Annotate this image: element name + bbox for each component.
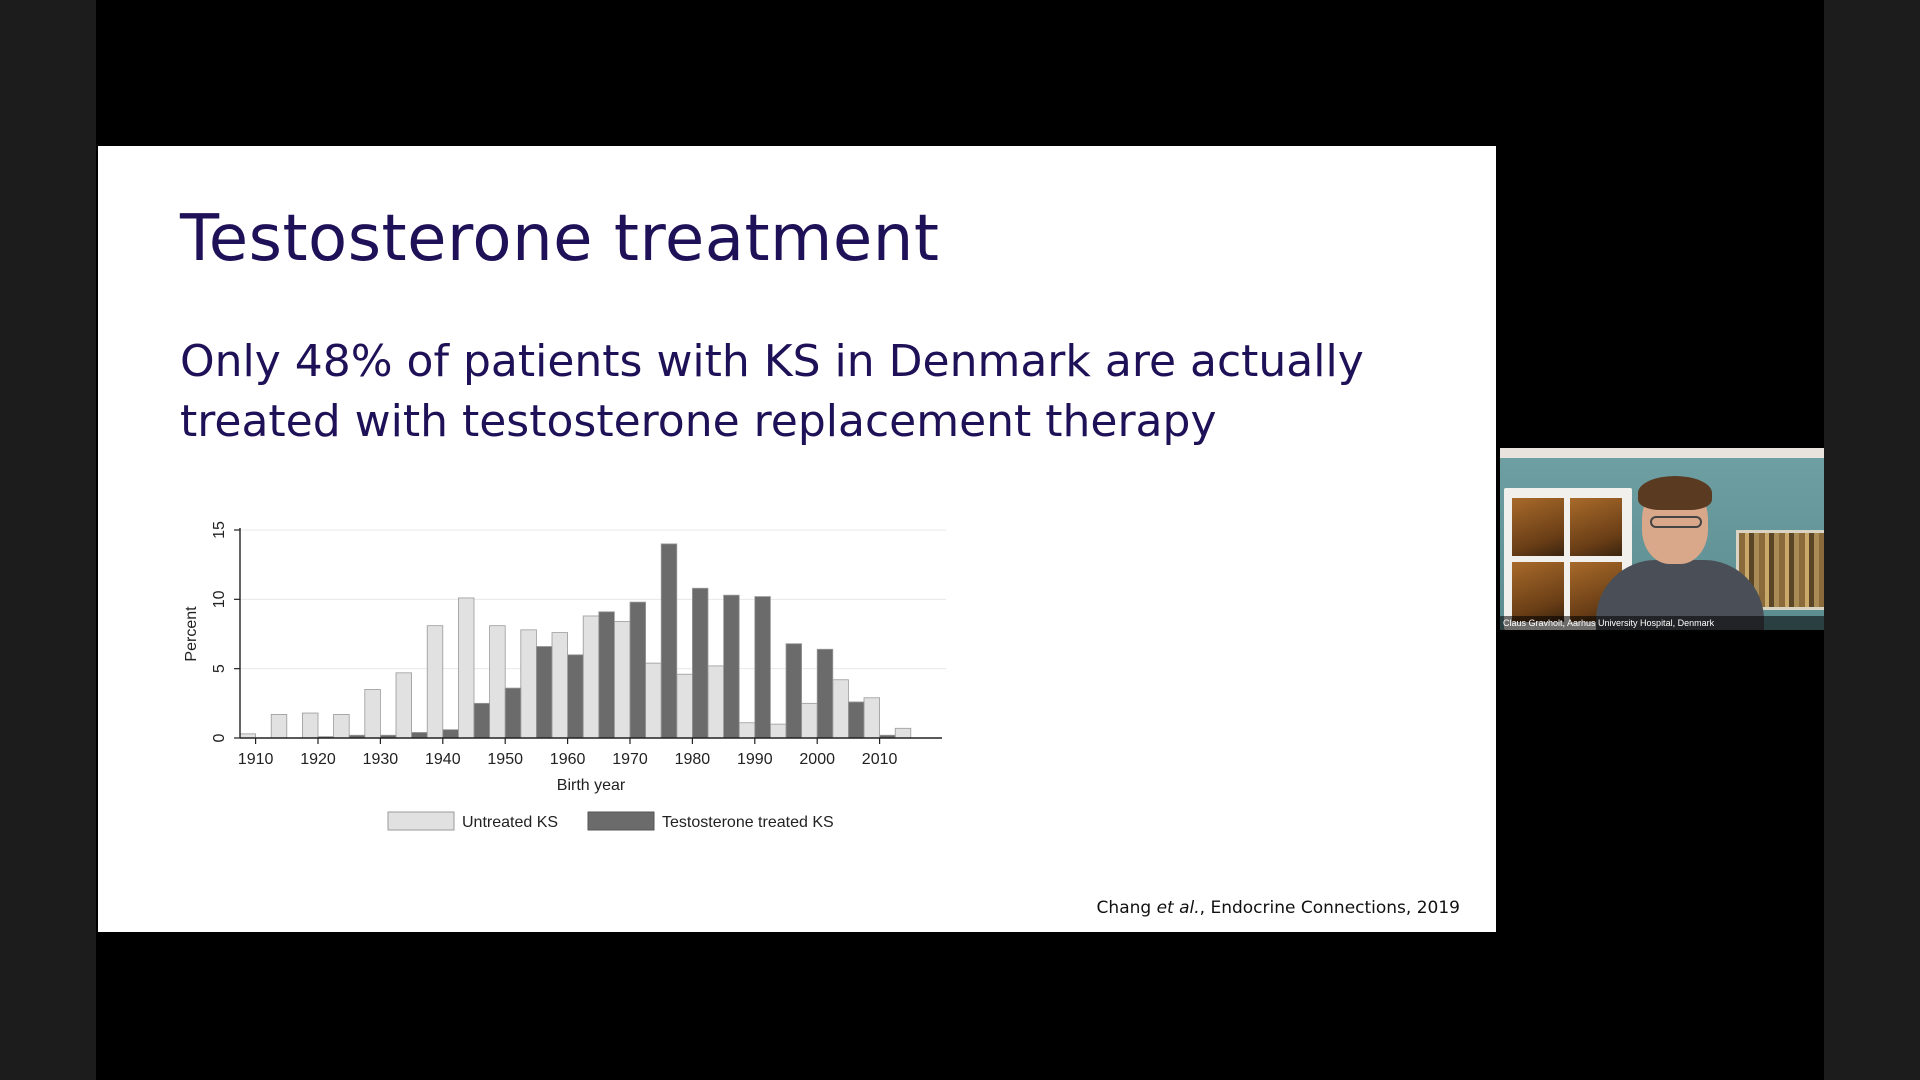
bar-untreated-1995 [770, 723, 787, 739]
bar-untreated-1920 [301, 712, 319, 739]
bar-untreated-1960 [551, 632, 569, 739]
x-axis-label: Birth year [557, 777, 626, 794]
legend-label-treated: Testosterone treated KS [662, 814, 834, 831]
participant-hair [1638, 476, 1712, 510]
birth-year-bar-chart: Percent Birth year 0 5 10 15 1910 1920 1930 194… [183, 521, 946, 831]
y-tick-label-5: 5 [211, 664, 228, 673]
bar-treated-1965 [598, 611, 615, 739]
x-tick-label-1990: 1990 [737, 751, 773, 768]
axes: 0 5 10 15 1910 1920 1930 1940 1950 1960 1970 1980 19… [211, 521, 942, 768]
bar-untreated-2010 [863, 697, 881, 739]
bar-untreated-1965 [582, 615, 600, 739]
bar-treated-2005 [848, 701, 865, 739]
x-tick-label-2010: 2010 [862, 751, 898, 768]
x-tick-label-1910: 1910 [238, 751, 274, 768]
x-tick-label-1930: 1930 [363, 751, 399, 768]
y-tick-label-15: 15 [211, 521, 228, 539]
slide-subtitle: Only 48% of patients with KS in Denmark … [180, 336, 1364, 447]
bar-treated-1945 [473, 702, 491, 739]
x-tick-label-1940: 1940 [425, 751, 461, 768]
bar-treated-1950 [504, 687, 522, 739]
bars [239, 543, 912, 739]
bar-untreated-1980 [676, 673, 693, 739]
bar-untreated-1945 [457, 597, 475, 739]
bar-untreated-1975 [645, 662, 662, 739]
participant-name-label: Claus Gravholt, Aarhus University Hospit… [1500, 616, 1824, 630]
bar-treated-2000 [816, 648, 834, 739]
bar-untreated-1915 [270, 714, 288, 739]
participant-video-tile[interactable]: Claus Gravholt, Aarhus University Hospit… [1500, 448, 1824, 630]
x-tick-label-2000: 2000 [799, 751, 835, 768]
citation-etal: et al. [1156, 898, 1200, 918]
bar-treated-1980 [692, 587, 709, 739]
bar-treated-1990 [754, 596, 771, 739]
bar-untreated-1970 [613, 621, 631, 739]
left-letterbox [0, 0, 96, 1080]
presentation-slide: Testosterone treatment Only 48% of patie… [98, 146, 1496, 932]
bar-untreated-1950 [489, 625, 506, 739]
bar-treated-1940 [442, 729, 459, 739]
bar-untreated-2015 [894, 727, 912, 739]
participant-glasses [1650, 516, 1702, 528]
bar-treated-1975 [660, 543, 678, 739]
x-tick-label-1920: 1920 [300, 751, 336, 768]
citation: Chang et al., Endocrine Connections, 201… [1097, 898, 1460, 918]
slide-title: Testosterone treatment [180, 202, 940, 276]
bar-treated-1985 [723, 594, 740, 739]
legend-swatch-treated [587, 811, 655, 831]
video-ceiling [1500, 448, 1824, 458]
bar-untreated-1985 [707, 665, 725, 739]
bar-treated-1960 [567, 654, 584, 739]
citation-source: , Endocrine Connections, 2019 [1199, 898, 1460, 918]
x-tick-label-1950: 1950 [487, 751, 523, 768]
bar-untreated-1990 [738, 722, 756, 739]
x-tick-label-1970: 1970 [612, 751, 648, 768]
right-letterbox [1824, 0, 1920, 1080]
bar-treated-1970 [629, 601, 647, 739]
citation-author: Chang [1096, 898, 1157, 918]
legend: Untreated KS Testosterone treated KS [387, 811, 834, 831]
legend-swatch-untreated [387, 811, 455, 831]
x-tick-label-1980: 1980 [675, 751, 711, 768]
bar-untreated-1930 [364, 689, 381, 739]
bar-treated-1935 [411, 732, 428, 739]
bar-untreated-1925 [333, 714, 350, 739]
bar-untreated-1935 [395, 672, 413, 739]
bar-untreated-1940 [426, 625, 444, 739]
y-tick-label-10: 10 [211, 590, 228, 608]
legend-label-untreated: Untreated KS [462, 814, 558, 831]
y-tick-label-0: 0 [211, 733, 228, 742]
bar-treated-1955 [535, 646, 553, 739]
x-tick-label-1960: 1960 [550, 751, 586, 768]
bar-untreated-1955 [520, 629, 537, 739]
bar-untreated-2005 [832, 679, 849, 739]
bar-treated-1995 [785, 643, 803, 739]
y-axis-label: Percent [183, 606, 200, 662]
bar-untreated-2000 [801, 702, 818, 739]
